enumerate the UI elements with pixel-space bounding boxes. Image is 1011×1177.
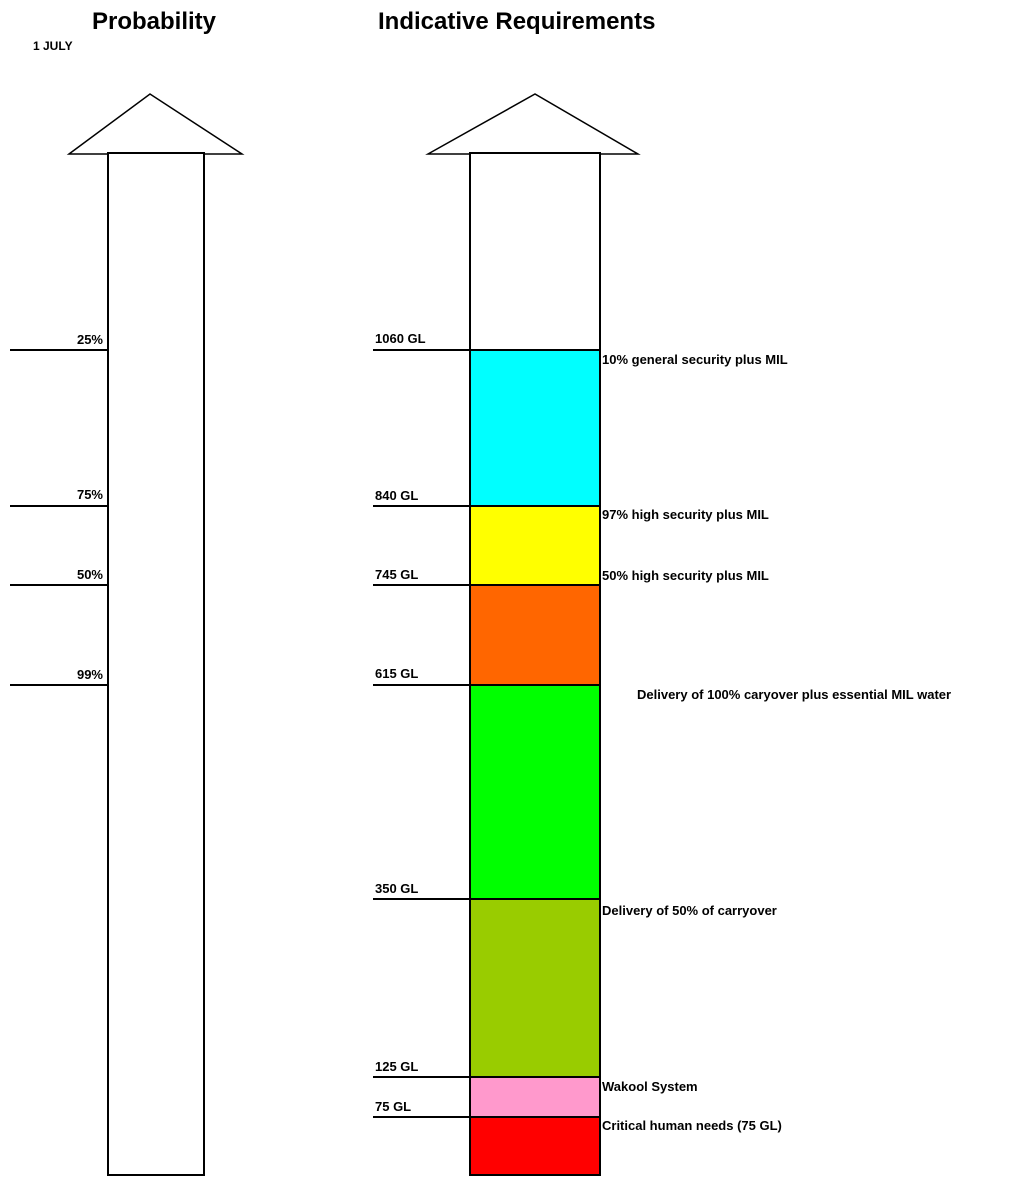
volume-label: 745 GL <box>375 567 418 582</box>
band-wakool <box>471 1077 599 1117</box>
requirements-title: Indicative Requirements <box>378 8 655 35</box>
requirement-bands <box>471 350 599 1174</box>
band-description: Wakool System <box>602 1079 698 1094</box>
volume-label: 1060 GL <box>375 331 426 346</box>
band-description: 50% high security plus MIL <box>602 568 769 583</box>
volume-label: 615 GL <box>375 666 418 681</box>
probability-arrow <box>66 93 245 1176</box>
probability-arrow-shaft <box>107 152 205 1176</box>
probability-label: 75% <box>77 487 103 502</box>
probability-label: 99% <box>77 667 103 682</box>
probability-label: 25% <box>77 332 103 347</box>
band-50-high-security <box>471 585 599 685</box>
band-half-carryover <box>471 899 599 1077</box>
volume-label: 350 GL <box>375 881 418 896</box>
volume-label: 75 GL <box>375 1099 411 1114</box>
volume-label: 840 GL <box>375 488 418 503</box>
band-full-carryover <box>471 685 599 899</box>
band-description: Delivery of 100% caryover plus essential… <box>637 687 951 702</box>
probability-label: 50% <box>77 567 103 582</box>
volume-label: 125 GL <box>375 1059 418 1074</box>
band-description: 10% general security plus MIL <box>602 352 788 367</box>
probability-ticks <box>10 349 108 686</box>
band-boundaries <box>470 349 600 1118</box>
band-general-security <box>471 350 599 506</box>
probability-title: Probability <box>92 8 217 35</box>
requirements-arrow-head <box>425 93 641 155</box>
band-description: Critical human needs (75 GL) <box>602 1118 782 1133</box>
band-description: Delivery of 50% of carryover <box>602 903 777 918</box>
band-description: 97% high security plus MIL <box>602 507 769 522</box>
date-subtitle: 1 JULY <box>33 39 73 53</box>
volume-ticks <box>373 349 470 1118</box>
band-97-high-security <box>471 506 599 585</box>
band-critical-human-needs <box>471 1117 599 1174</box>
probability-arrow-head <box>66 93 245 155</box>
requirements-shaft-outline <box>469 152 601 1176</box>
